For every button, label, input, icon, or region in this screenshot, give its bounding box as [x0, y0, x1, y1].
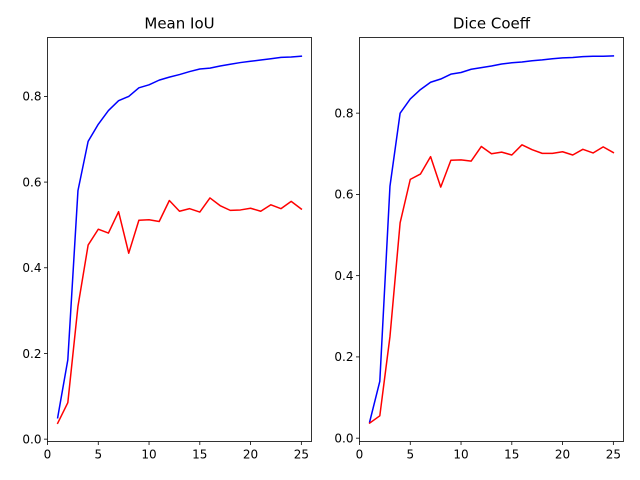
- chart-title: Dice Coeff: [453, 15, 531, 33]
- y-tick-label: 0.2: [334, 350, 353, 364]
- x-tick-label: 20: [243, 448, 258, 462]
- x-tick-label: 10: [141, 448, 156, 462]
- x-tick-label: 20: [555, 448, 570, 462]
- x-tick-label: 0: [44, 448, 52, 462]
- y-tick-label: 0.2: [22, 347, 41, 361]
- y-tick-label: 0.4: [334, 269, 353, 283]
- y-tick-label: 0.8: [22, 90, 41, 104]
- x-tick-label: 25: [294, 448, 309, 462]
- plot-area: 0 5 10 15 20 25 0.0 0.2 0.4 0.6 0.8: [22, 37, 312, 462]
- axes-frame: [359, 37, 624, 442]
- chart-panel-dice-coeff: 0 5 10 15 20 25 0.0 0.2 0.4 0.6 0.8 Dice Coeff: [334, 15, 624, 462]
- x-tick-label: 15: [504, 448, 519, 462]
- series-line-1: [56, 197, 303, 425]
- series-line-0: [368, 55, 615, 423]
- x-tick-label: 0: [356, 448, 364, 462]
- y-tick-label: 0.6: [22, 175, 41, 189]
- x-tick-label: 15: [192, 448, 207, 462]
- axes-frame: [47, 37, 312, 442]
- y-tick-label: 0.0: [334, 431, 353, 445]
- chart-panel-mean-iou: 0 5 10 15 20 25 0.0 0.2 0.4 0.6 0.8 Mean IoU: [22, 15, 312, 462]
- plot-area: 0 5 10 15 20 25 0.0 0.2 0.4 0.6 0.8: [334, 37, 624, 462]
- series-line-1: [368, 144, 615, 425]
- x-tick-label: 10: [453, 448, 468, 462]
- y-tick-label: 0.8: [334, 106, 353, 120]
- x-tick-label: 5: [406, 448, 414, 462]
- x-tick-label: 5: [94, 448, 102, 462]
- y-tick-label: 0.6: [334, 188, 353, 202]
- chart-title: Mean IoU: [144, 15, 214, 33]
- y-tick-label: 0.4: [22, 261, 41, 275]
- y-tick-label: 0.0: [22, 432, 41, 446]
- x-tick-label: 25: [606, 448, 621, 462]
- series-line-0: [56, 55, 303, 419]
